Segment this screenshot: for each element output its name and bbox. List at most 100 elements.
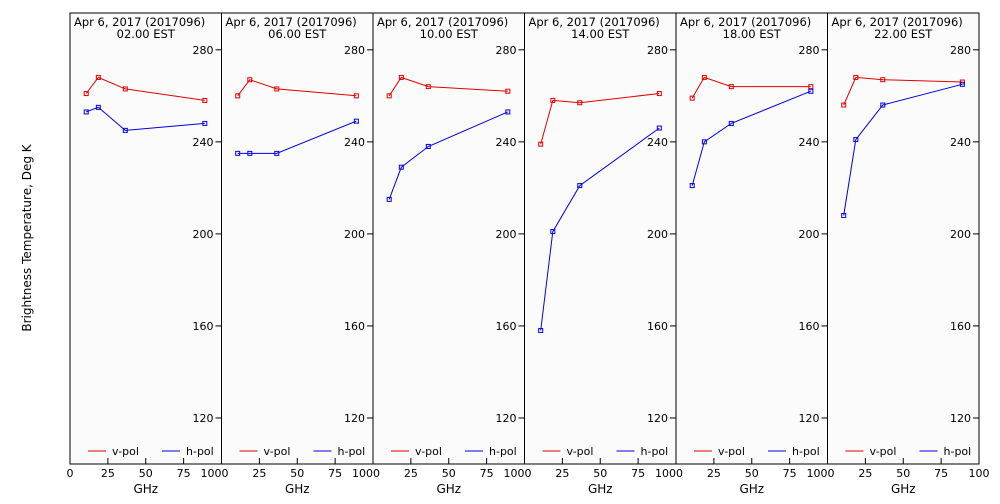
data-point-v-pol (853, 74, 859, 80)
y-tick-label: 240 (193, 136, 214, 149)
data-point-v-pol (398, 74, 404, 80)
y-tick-label: 280 (344, 44, 365, 57)
series-line-h-pol (388, 111, 508, 200)
x-tick-label: 50 (442, 467, 456, 480)
panel-subtitle: 06.00 EST (268, 27, 327, 41)
x-tick-label: 25 (101, 467, 115, 480)
panel-subtitle: 10.00 EST (420, 27, 479, 41)
legend-label-h-pol: h-pol (944, 445, 972, 458)
data-point-h-pol (853, 137, 859, 143)
data-point-v-pol (353, 93, 359, 99)
x-tick-label: 100 (969, 467, 990, 480)
y-tick-label: 240 (647, 136, 668, 149)
legend-label-h-pol: h-pol (489, 445, 517, 458)
panel-subtitle: 22.00 EST (874, 27, 933, 41)
y-tick-label: 200 (344, 228, 365, 241)
series-line-v-pol (843, 76, 963, 106)
y-tick-label: 160 (496, 320, 517, 333)
panel-3: Apr 6, 2017 (2017096)10.00 EST 120 160 200 2… (372, 12, 525, 496)
x-axis-label: GHz (285, 482, 310, 496)
data-point-v-pol (728, 84, 734, 90)
y-tick-label: 200 (647, 228, 668, 241)
data-point-v-pol (386, 93, 392, 99)
legend-label-v-pol: v-pol (870, 445, 897, 458)
x-tick-label: 100 (504, 467, 525, 480)
x-tick-label: 0 (373, 467, 380, 480)
data-point-h-pol (808, 88, 814, 94)
panel-frame (524, 12, 677, 465)
data-point-v-pol (274, 86, 280, 92)
panel-1: Apr 6, 2017 (2017096)02.00 EST 120 160 200 2… (67, 12, 222, 496)
x-tick-label: 0 (676, 467, 683, 480)
y-tick-label: 160 (950, 320, 971, 333)
data-point-h-pol (538, 328, 544, 334)
panel-frame (675, 12, 828, 465)
panel-2: Apr 6, 2017 (2017096)06.00 EST 120 160 200 2… (221, 12, 374, 496)
legend-label-v-pol: v-pol (718, 445, 745, 458)
data-point-v-pol (538, 141, 544, 147)
series-line-v-pol (85, 76, 205, 101)
x-tick-label: 100 (352, 467, 373, 480)
x-tick-label: 100 (201, 467, 222, 480)
data-point-v-pol (505, 88, 511, 94)
x-tick-label: 75 (328, 467, 342, 480)
x-tick-label: 50 (745, 467, 759, 480)
x-tick-label: 50 (290, 467, 304, 480)
y-tick-label: 120 (799, 412, 820, 425)
data-point-v-pol (235, 93, 241, 99)
data-point-h-pol (656, 125, 662, 131)
data-point-h-pol (95, 104, 101, 110)
data-point-v-pol (880, 77, 886, 83)
y-tick-label: 120 (496, 412, 517, 425)
x-tick-label: 75 (783, 467, 797, 480)
y-tick-label: 160 (344, 320, 365, 333)
panel-title: Apr 6, 2017 (2017096) (226, 15, 357, 29)
data-point-h-pol (841, 212, 847, 218)
data-point-v-pol (202, 97, 208, 103)
panel-frame (827, 12, 980, 465)
legend-label-v-pol: v-pol (567, 445, 594, 458)
x-tick-label: 25 (555, 467, 569, 480)
data-point-h-pol (398, 164, 404, 170)
data-point-h-pol (959, 81, 965, 87)
panel-4: Apr 6, 2017 (2017096)14.00 EST 120 160 200 2… (524, 12, 677, 496)
y-tick-label: 200 (799, 228, 820, 241)
x-tick-label: 75 (177, 467, 191, 480)
panel-subtitle: 02.00 EST (117, 27, 176, 41)
data-point-h-pol (274, 150, 280, 156)
x-tick-label: 75 (631, 467, 645, 480)
data-point-v-pol (122, 86, 128, 92)
y-tick-label: 280 (496, 44, 517, 57)
legend-label-h-pol: h-pol (641, 445, 669, 458)
legend-label-v-pol: v-pol (112, 445, 139, 458)
x-tick-label: 75 (934, 467, 948, 480)
legend-label-h-pol: h-pol (338, 445, 366, 458)
data-point-h-pol (701, 139, 707, 145)
y-tick-label: 240 (799, 136, 820, 149)
series-line-v-pol (388, 76, 508, 97)
x-axis-label: GHz (436, 482, 461, 496)
data-point-v-pol (83, 91, 89, 97)
legend-label-v-pol: v-pol (264, 445, 291, 458)
panel-title: Apr 6, 2017 (2017096) (680, 15, 811, 29)
panel-title: Apr 6, 2017 (2017096) (832, 15, 963, 29)
x-tick-label: 25 (858, 467, 872, 480)
x-tick-label: 0 (525, 467, 532, 480)
y-axis-label: Brightness Temperature, Deg K (20, 143, 34, 331)
y-tick-label: 160 (193, 320, 214, 333)
data-point-v-pol (550, 97, 556, 103)
series-line-h-pol (86, 106, 205, 131)
data-point-h-pol (235, 150, 241, 156)
y-tick-label: 120 (647, 412, 668, 425)
x-tick-label: 100 (807, 467, 828, 480)
panel-title: Apr 6, 2017 (2017096) (74, 15, 205, 29)
y-tick-label: 280 (193, 44, 214, 57)
data-point-v-pol (425, 84, 431, 90)
series-line-h-pol (540, 127, 660, 331)
y-tick-label: 240 (344, 136, 365, 149)
y-tick-label: 280 (647, 44, 668, 57)
series-line-h-pol (237, 120, 357, 154)
panel-frame (221, 12, 374, 465)
panel-frame (69, 12, 222, 465)
